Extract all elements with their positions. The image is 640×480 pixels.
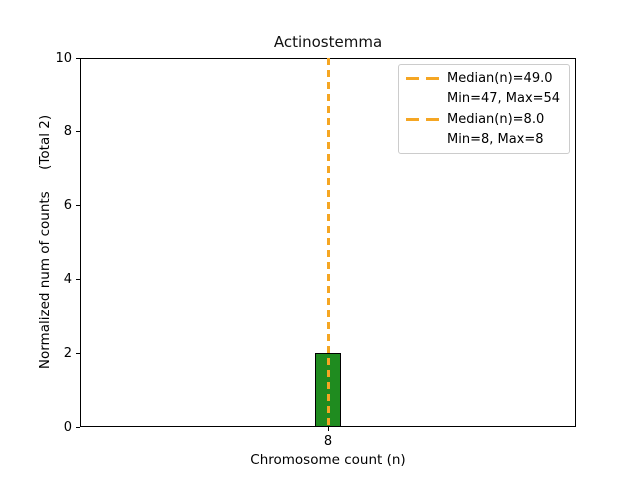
dashed-line-icon — [406, 76, 439, 80]
y-tick-mark — [76, 57, 80, 59]
y-tick-label: 8 — [63, 124, 72, 140]
y-tick-mark — [76, 131, 80, 133]
legend: Median(n)=49.0 Min=47, Max=54 Median(n)=8.… — [398, 64, 570, 154]
legend-item-label: Min=8, Max=8 — [447, 132, 544, 148]
y-tick-label: 4 — [63, 271, 72, 287]
y-axis-label: Normalized num of counts (Total 2) — [37, 114, 53, 370]
y-tick-mark — [76, 205, 80, 207]
legend-item-label: Median(n)=8.0 — [447, 111, 545, 127]
legend-item-label: Median(n)=49.0 — [447, 70, 553, 86]
x-axis-label: Chromosome count (n) — [250, 452, 406, 468]
y-tick-mark — [76, 426, 80, 428]
legend-item: Min=8, Max=8 — [406, 130, 562, 151]
legend-item: Median(n)=8.0 — [406, 109, 562, 130]
y-tick-mark — [76, 352, 80, 354]
x-tick-label: 8 — [323, 434, 333, 449]
dashed-line-icon — [406, 117, 439, 121]
median-line — [326, 58, 330, 427]
y-tick-label: 6 — [63, 198, 72, 214]
legend-handle-spacer — [406, 97, 439, 100]
legend-item-label: Min=47, Max=54 — [447, 91, 561, 107]
y-tick-label: 0 — [63, 419, 72, 435]
y-tick-mark — [76, 278, 80, 280]
y-tick-label: 2 — [63, 345, 72, 361]
chart-title: Actinostemma — [273, 33, 383, 51]
y-tick-label: 10 — [55, 50, 72, 66]
legend-handle-spacer — [406, 138, 439, 141]
legend-item: Min=47, Max=54 — [406, 89, 562, 110]
legend-item: Median(n)=49.0 — [406, 68, 562, 89]
x-tick-mark — [327, 427, 329, 431]
